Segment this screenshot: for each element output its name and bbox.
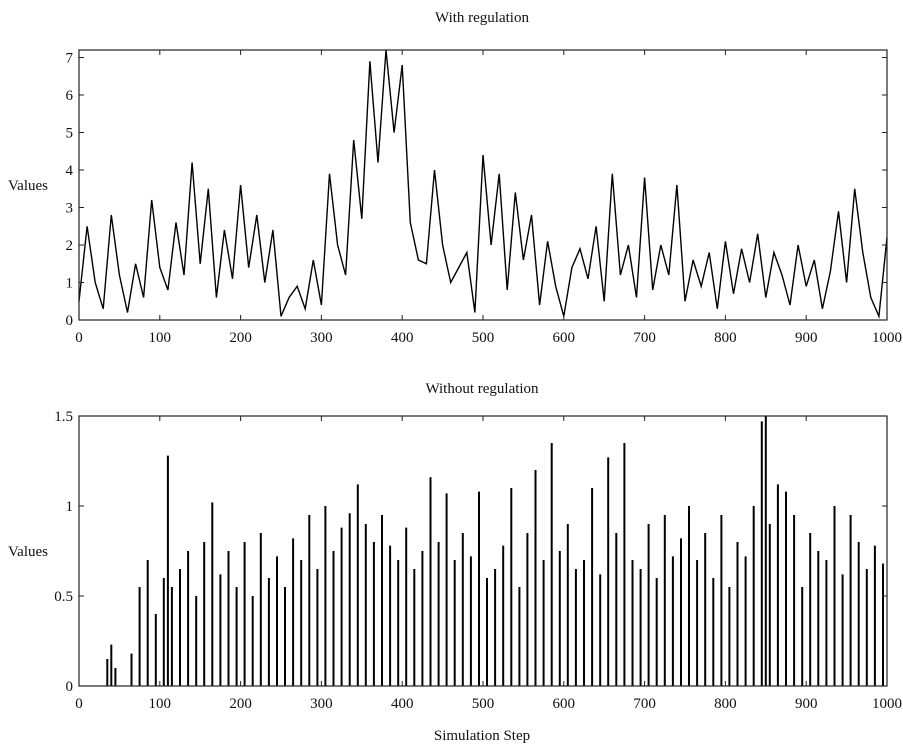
x-axis-label: Simulation Step <box>434 728 530 744</box>
top-y-tick-label: 7 <box>66 51 74 67</box>
top-chart-title: With regulation <box>435 10 529 26</box>
subplot-with-regulation: With regulation Values 0 100 200 300 400 500 6… <box>8 10 902 346</box>
top-series-line <box>78 49 888 320</box>
bottom-x-tick-label: 700 <box>633 696 656 712</box>
top-y-tick-label: 4 <box>66 163 74 179</box>
bottom-x-tick-label: 300 <box>310 696 333 712</box>
top-plot-area <box>78 49 888 320</box>
top-y-tick-label: 2 <box>66 238 74 254</box>
top-x-tick-label: 100 <box>149 330 172 346</box>
bottom-x-tick-label: 800 <box>714 696 737 712</box>
top-x-tick-label: 500 <box>472 330 495 346</box>
bottom-plot-area <box>106 416 884 686</box>
bottom-x-tick-label: 600 <box>553 696 576 712</box>
top-x-tick-label: 200 <box>229 330 252 346</box>
top-y-tick-label: 3 <box>66 201 74 217</box>
bottom-y-tick-label: 0 <box>66 679 74 695</box>
top-y-tick-label: 0 <box>66 313 74 329</box>
top-x-tick-label: 0 <box>75 330 83 346</box>
subplot-without-regulation: Without regulation Values 0 100 200 300 400 5… <box>8 381 902 744</box>
top-y-tick-label: 1 <box>66 276 74 292</box>
bottom-x-tick-label: 1000 <box>872 696 902 712</box>
bottom-x-tick-label: 100 <box>149 696 172 712</box>
bottom-y-tick-label: 1 <box>66 499 74 515</box>
bottom-x-tick-label: 500 <box>472 696 495 712</box>
bottom-y-tick-label: 0.5 <box>54 589 73 605</box>
bottom-y-axis-label: Values <box>8 544 48 560</box>
top-x-tick-label: 900 <box>795 330 818 346</box>
top-x-tick-label: 300 <box>310 330 333 346</box>
top-x-tick-label: 1000 <box>872 330 902 346</box>
top-y-tick-label: 6 <box>66 88 74 104</box>
bottom-x-tick-label: 0 <box>75 696 83 712</box>
top-x-tick-label: 700 <box>633 330 656 346</box>
top-x-tick-label: 800 <box>714 330 737 346</box>
top-axes-frame <box>78 49 888 321</box>
bottom-x-tick-label: 400 <box>391 696 414 712</box>
top-x-tick-label: 600 <box>553 330 576 346</box>
bottom-ticks: 0 100 200 300 400 500 600 700 800 900 1000 0 0.5 1 1.5 <box>54 409 902 712</box>
top-y-tick-label: 5 <box>66 126 74 142</box>
bottom-x-tick-label: 900 <box>795 696 818 712</box>
bottom-y-tick-label: 1.5 <box>54 409 73 425</box>
top-y-axis-label: Values <box>8 178 48 194</box>
top-ticks: 0 100 200 300 400 500 600 700 800 900 1000 0 1 2 3 4 5 6 7 <box>66 50 902 346</box>
bottom-x-tick-label: 200 <box>229 696 252 712</box>
top-x-tick-label: 400 <box>391 330 414 346</box>
bottom-chart-title: Without regulation <box>425 381 539 397</box>
